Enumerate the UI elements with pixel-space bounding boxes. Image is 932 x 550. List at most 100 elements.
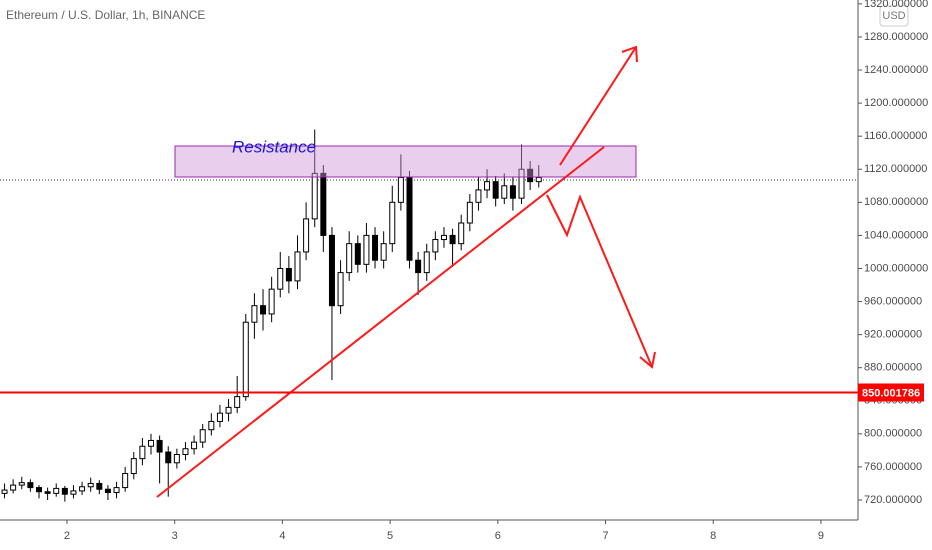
arrow-down <box>546 194 653 368</box>
candle-body <box>466 201 473 224</box>
currency-button[interactable] <box>879 5 909 27</box>
candle-body <box>27 482 34 489</box>
y-tick-label: 800.000000 <box>864 428 922 440</box>
candle-body <box>354 243 361 265</box>
y-tick-label: 1200.000000 <box>864 97 928 109</box>
candle-body <box>527 168 534 183</box>
arrow-up-head <box>621 45 638 63</box>
candle-body <box>320 172 327 236</box>
candle-body <box>96 482 103 490</box>
y-tick-label: 880.000000 <box>864 362 922 374</box>
candle-body <box>148 439 155 447</box>
candle-body <box>260 305 267 315</box>
candle-body <box>337 272 344 307</box>
candle-body <box>285 267 292 282</box>
y-tick-label: 960.000000 <box>864 295 922 307</box>
candle-body <box>113 487 120 494</box>
price-line-tag <box>858 383 924 402</box>
candle-body <box>501 185 508 199</box>
candle-body <box>268 288 275 315</box>
candle-body <box>191 441 198 450</box>
candle-body <box>303 218 310 253</box>
resistance-zone <box>174 145 637 178</box>
x-tick-label: 7 <box>602 530 608 542</box>
candle-body <box>234 396 241 408</box>
y-tick-label: 1320.000000 <box>864 0 928 10</box>
candle-body <box>122 473 129 489</box>
candle-body <box>225 406 232 414</box>
candle-body <box>70 490 77 495</box>
candle-body <box>53 487 60 494</box>
resistance-label: Resistance <box>232 137 316 156</box>
candle-body <box>380 243 387 261</box>
y-tick-label: 720.000000 <box>864 494 922 506</box>
candle-body <box>535 177 542 183</box>
candle-body <box>509 185 516 199</box>
candle-body <box>277 267 284 290</box>
y-tick-label: 920.000000 <box>864 329 922 341</box>
drawings <box>156 45 656 498</box>
y-tick-label: 1080.000000 <box>864 196 928 208</box>
candle-body <box>449 234 456 245</box>
candle-body <box>130 458 137 475</box>
candle-body <box>199 429 206 443</box>
y-tick-label: 760.000000 <box>864 461 922 473</box>
candle-body <box>440 234 447 241</box>
arrow-up <box>559 46 637 166</box>
chart-title: Ethereum / U.S. Dollar, 1h, BINANCE <box>6 8 205 22</box>
candle-body <box>104 488 111 494</box>
candle-body <box>492 181 499 199</box>
candle-body <box>311 172 318 220</box>
candle-body <box>328 234 335 307</box>
candle-body <box>216 412 223 422</box>
candle-body <box>458 222 465 245</box>
candle-body <box>475 189 482 203</box>
candle-body <box>397 177 404 203</box>
x-tick-label: 5 <box>387 530 393 542</box>
candle-body <box>61 487 68 495</box>
candle-body <box>182 448 189 456</box>
trendline <box>156 146 605 498</box>
x-tick-label: 6 <box>495 530 501 542</box>
candle-body <box>242 321 249 398</box>
candle-body <box>406 177 413 261</box>
candle-body <box>87 482 94 488</box>
candle-body <box>251 305 258 323</box>
candle-body <box>44 491 51 494</box>
candle-body <box>18 482 25 486</box>
candle-body <box>484 181 491 191</box>
candle-body <box>363 234 370 265</box>
candle-body <box>294 251 301 282</box>
x-tick-label: 2 <box>64 530 70 542</box>
y-tick-label: 1240.000000 <box>864 64 928 76</box>
x-tick-label: 8 <box>710 530 716 542</box>
price-line-label: 850.001786 <box>862 387 920 399</box>
candle-body <box>346 243 353 274</box>
candle-body <box>389 201 396 245</box>
candle-body <box>423 251 430 274</box>
x-tick-label: 3 <box>172 530 178 542</box>
y-tick-label: 1160.000000 <box>864 130 927 142</box>
x-tick-label: 9 <box>818 530 824 542</box>
candle-body <box>156 439 163 453</box>
currency-label[interactable]: USD <box>882 10 905 22</box>
y-tick-label: 1120.000000 <box>864 163 927 175</box>
candle-body <box>10 484 17 491</box>
candle-body <box>518 168 525 199</box>
candle-body <box>208 420 215 431</box>
y-tick-label: 1280.000000 <box>864 31 928 43</box>
candle-body <box>372 234 379 261</box>
candle-body <box>1 489 8 494</box>
arrow-down-head <box>639 351 656 369</box>
candle-body <box>35 487 42 493</box>
x-tick-label: 4 <box>279 530 285 542</box>
candle-body <box>165 451 172 464</box>
candle-body <box>173 454 180 464</box>
candle-body <box>415 259 422 274</box>
y-tick-label: 1000.000000 <box>864 262 928 274</box>
y-tick-label: 1040.000000 <box>864 229 928 241</box>
candle-body <box>79 486 86 492</box>
